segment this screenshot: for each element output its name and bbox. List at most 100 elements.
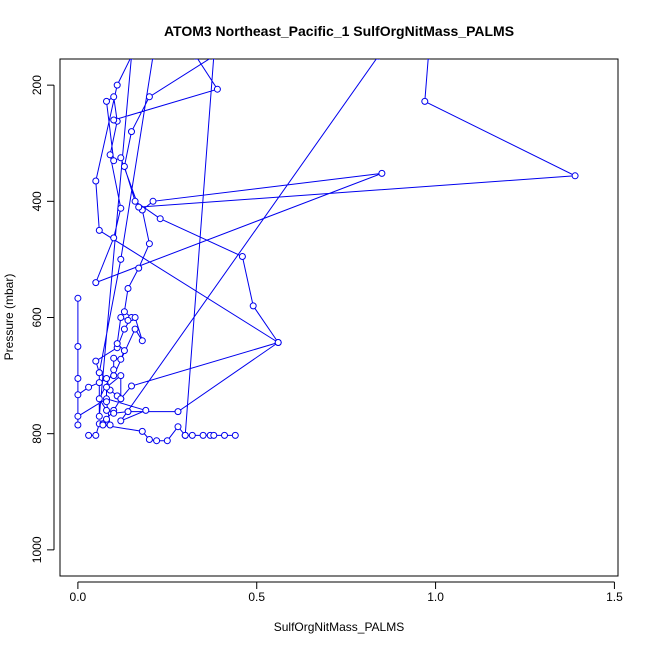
data-point xyxy=(85,431,93,439)
data-point xyxy=(378,169,386,177)
data-point xyxy=(103,406,110,414)
data-point xyxy=(238,253,246,260)
data-point xyxy=(120,308,128,316)
series-lines xyxy=(77,59,577,442)
data-point xyxy=(193,59,198,60)
data-point xyxy=(74,343,82,350)
data-point xyxy=(174,423,182,431)
data-point xyxy=(95,226,103,234)
x-axis-label: SulfOrgNitMass_PALMS xyxy=(274,620,404,634)
data-point xyxy=(120,325,128,333)
data-point xyxy=(95,412,103,420)
data-point xyxy=(131,325,139,333)
data-point xyxy=(274,339,282,346)
chart-title: ATOM3 Northeast_Pacific_1 SulfOrgNitMass… xyxy=(164,23,514,39)
data-point xyxy=(221,431,228,439)
data-point xyxy=(103,415,110,423)
data-point xyxy=(74,375,82,382)
data-point xyxy=(131,197,139,205)
data-point xyxy=(103,375,110,382)
data-point xyxy=(128,128,135,136)
series-line xyxy=(77,59,577,442)
y-tick-label: 800 xyxy=(30,423,44,443)
data-point xyxy=(117,204,125,212)
data-point xyxy=(211,59,216,60)
series-points xyxy=(74,59,579,445)
data-point xyxy=(113,81,121,89)
data-point xyxy=(103,398,110,406)
data-point xyxy=(92,431,100,439)
data-point xyxy=(142,406,150,414)
data-point xyxy=(135,203,143,211)
data-point xyxy=(138,427,146,435)
data-point xyxy=(117,372,125,380)
data-point xyxy=(74,294,82,302)
data-point xyxy=(181,431,189,439)
data-point xyxy=(124,408,132,416)
x-tick-label: 0.0 xyxy=(70,590,87,604)
data-point xyxy=(92,279,100,287)
data-point xyxy=(151,59,155,60)
data-point xyxy=(210,431,218,439)
data-point xyxy=(145,240,153,248)
data-point xyxy=(74,391,82,399)
data-point xyxy=(113,340,121,348)
data-point xyxy=(213,85,221,93)
y-axis: 200 400 600 800 1000 xyxy=(30,75,55,563)
data-point xyxy=(110,157,118,165)
data-point xyxy=(571,172,579,180)
data-point xyxy=(110,116,118,124)
y-tick-label: 200 xyxy=(30,75,44,95)
data-point xyxy=(174,408,182,416)
data-point xyxy=(163,437,171,445)
data-point xyxy=(99,421,107,429)
data-point xyxy=(95,369,103,377)
data-point xyxy=(106,151,114,159)
x-tick-label: 0.5 xyxy=(248,590,265,604)
data-point xyxy=(92,177,100,185)
data-point xyxy=(103,97,110,105)
data-point xyxy=(110,93,118,101)
data-point xyxy=(74,412,82,420)
plot-frame xyxy=(59,58,619,577)
data-point xyxy=(120,163,128,170)
data-point xyxy=(124,316,132,324)
data-point xyxy=(117,395,125,403)
data-point xyxy=(131,314,139,321)
y-tick-label: 1000 xyxy=(30,536,44,563)
data-point xyxy=(92,357,100,365)
data-point xyxy=(249,302,257,310)
x-tick-label: 1.5 xyxy=(606,590,623,604)
data-point xyxy=(149,197,157,205)
data-point xyxy=(110,234,118,242)
data-point xyxy=(120,347,128,355)
data-point xyxy=(231,431,239,439)
data-point xyxy=(426,59,431,60)
data-point xyxy=(106,421,114,429)
data-point xyxy=(117,355,125,363)
data-point xyxy=(128,382,135,390)
data-point xyxy=(103,383,110,391)
data-point xyxy=(110,354,118,362)
data-point xyxy=(110,366,118,374)
x-axis: 0.0 0.5 1.0 1.5 xyxy=(70,581,623,604)
data-point xyxy=(376,59,381,60)
data-point xyxy=(117,154,125,162)
data-point xyxy=(124,285,132,292)
data-point xyxy=(153,437,161,445)
data-point xyxy=(199,431,207,439)
y-tick-label: 600 xyxy=(30,307,44,327)
data-point xyxy=(74,421,82,429)
data-point xyxy=(156,215,164,223)
y-axis-label: Pressure (mbar) xyxy=(2,274,16,361)
data-point xyxy=(95,379,103,387)
data-point xyxy=(95,395,103,403)
data-point xyxy=(110,372,118,380)
data-point xyxy=(129,59,134,60)
data-point xyxy=(138,337,146,345)
data-point xyxy=(117,314,125,321)
data-point xyxy=(117,417,125,425)
data-point xyxy=(117,255,125,263)
data-point xyxy=(145,93,153,101)
